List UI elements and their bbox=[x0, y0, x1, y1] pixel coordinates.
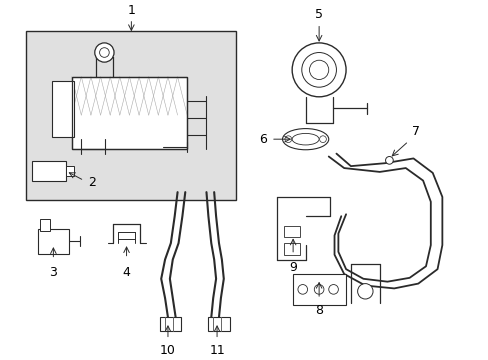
Bar bbox=[284, 243, 299, 255]
Text: 9: 9 bbox=[288, 261, 296, 274]
Bar bbox=[72, 77, 187, 149]
Text: 11: 11 bbox=[209, 344, 224, 357]
Circle shape bbox=[100, 48, 109, 57]
Circle shape bbox=[285, 136, 291, 143]
Text: 3: 3 bbox=[49, 266, 57, 279]
Bar bbox=[26, 31, 236, 200]
Bar bbox=[292, 274, 346, 305]
Circle shape bbox=[385, 157, 392, 164]
Circle shape bbox=[297, 284, 307, 294]
Circle shape bbox=[328, 284, 338, 294]
Circle shape bbox=[301, 53, 336, 87]
Text: 8: 8 bbox=[314, 304, 323, 317]
Circle shape bbox=[319, 136, 325, 143]
Text: 7: 7 bbox=[411, 125, 419, 138]
Bar bbox=[208, 317, 229, 331]
Bar bbox=[38, 229, 69, 254]
Text: 6: 6 bbox=[259, 133, 266, 146]
Circle shape bbox=[95, 43, 114, 62]
Text: 1: 1 bbox=[127, 4, 135, 17]
Text: 5: 5 bbox=[314, 8, 323, 21]
Bar bbox=[66, 166, 74, 176]
Text: 2: 2 bbox=[88, 176, 96, 189]
Circle shape bbox=[357, 284, 372, 299]
Bar bbox=[160, 317, 181, 331]
Ellipse shape bbox=[282, 129, 328, 150]
Ellipse shape bbox=[291, 134, 319, 145]
Text: 4: 4 bbox=[122, 266, 130, 279]
Bar bbox=[284, 226, 299, 237]
Bar bbox=[32, 161, 66, 181]
Bar bbox=[52, 81, 74, 137]
Bar bbox=[40, 219, 49, 231]
Circle shape bbox=[291, 43, 346, 97]
Circle shape bbox=[309, 60, 328, 80]
Text: 10: 10 bbox=[160, 344, 176, 357]
Circle shape bbox=[314, 284, 323, 294]
Bar bbox=[72, 77, 187, 149]
